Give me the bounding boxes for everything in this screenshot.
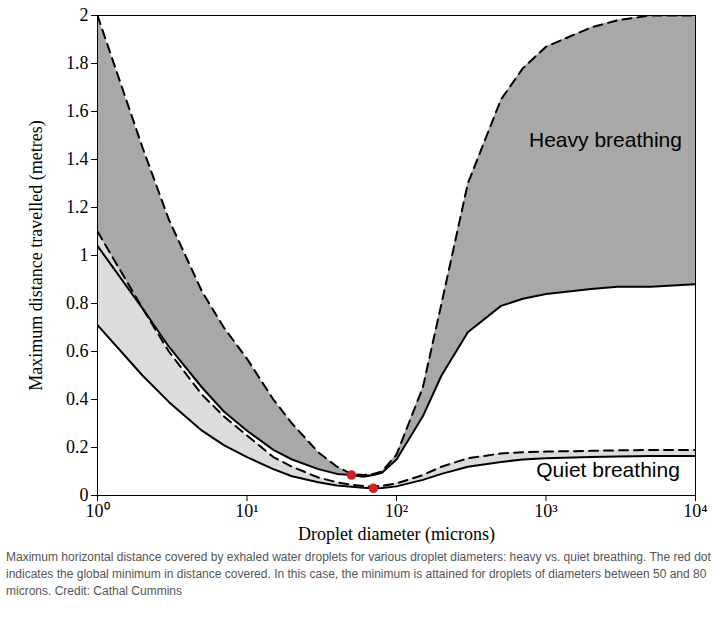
html-text:Maximum horizontal distance co: Maximum horizontal distance covered by e…: [6, 550, 711, 598]
svg-text:Maximum distance travelled (me: Maximum distance travelled (metres): [26, 120, 47, 390]
svg-text:2: 2: [80, 5, 89, 25]
svg-text:10²: 10²: [385, 501, 408, 521]
svg-text:Heavy breathing: Heavy breathing: [529, 128, 682, 151]
svg-text:0.8: 0.8: [66, 293, 89, 313]
svg-text:10³: 10³: [534, 501, 558, 521]
svg-text:1.8: 1.8: [66, 53, 89, 73]
svg-text:1: 1: [80, 245, 89, 265]
svg-text:0.2: 0.2: [66, 437, 89, 457]
svg-text:0.4: 0.4: [66, 389, 89, 409]
svg-text:1.4: 1.4: [66, 149, 89, 169]
svg-text:Quiet breathing: Quiet breathing: [536, 458, 680, 481]
svg-text:10⁴: 10⁴: [683, 501, 707, 521]
svg-text:1.2: 1.2: [66, 197, 89, 217]
svg-text:0: 0: [80, 485, 89, 505]
svg-text:0.6: 0.6: [66, 341, 89, 361]
svg-text:1.6: 1.6: [66, 101, 89, 121]
svg-text:10⁰: 10⁰: [86, 501, 110, 521]
svg-text:Droplet diameter (microns): Droplet diameter (microns): [298, 524, 495, 545]
svg-text:10¹: 10¹: [235, 501, 258, 521]
